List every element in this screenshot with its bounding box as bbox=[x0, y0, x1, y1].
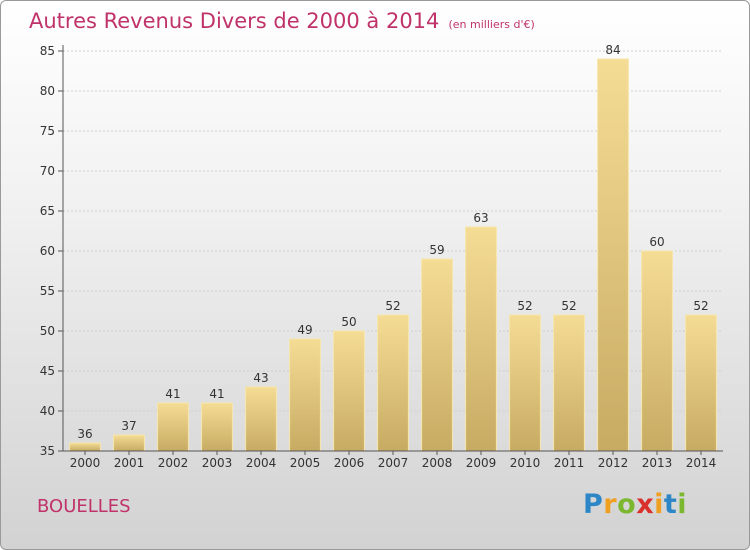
bar bbox=[157, 402, 189, 452]
y-tick-label: 70 bbox=[40, 164, 55, 178]
x-tick-label: 2002 bbox=[158, 456, 189, 470]
unit-text: (en milliers d'€) bbox=[448, 18, 535, 31]
x-tick-label: 2003 bbox=[202, 456, 233, 470]
x-tick-label: 2009 bbox=[466, 456, 497, 470]
data-label: 63 bbox=[473, 211, 488, 225]
data-label: 43 bbox=[253, 371, 268, 385]
data-label: 60 bbox=[649, 235, 664, 249]
x-tick-label: 2011 bbox=[554, 456, 585, 470]
commune-name: BOUELLES bbox=[37, 496, 131, 517]
x-tick-label: 2000 bbox=[70, 456, 101, 470]
bar bbox=[289, 338, 321, 452]
logo-letter: r bbox=[603, 489, 618, 520]
data-label: 41 bbox=[209, 387, 224, 401]
x-tick-label: 2005 bbox=[290, 456, 321, 470]
bar bbox=[377, 314, 409, 452]
x-tick-label: 2001 bbox=[114, 456, 145, 470]
y-tick-label: 55 bbox=[40, 284, 55, 298]
y-tick-label: 50 bbox=[40, 324, 55, 338]
logo-letter: o bbox=[617, 489, 637, 520]
axes: 35 40 45 50 55 60 65 70 75 80 85 2000 2001 2002 2003 20… bbox=[40, 44, 723, 470]
y-tick-label: 45 bbox=[40, 364, 55, 378]
bar bbox=[553, 314, 585, 452]
data-label: 36 bbox=[77, 427, 92, 441]
logo-letter: t bbox=[663, 489, 678, 520]
y-tick-label: 40 bbox=[40, 404, 55, 418]
y-tick-label: 85 bbox=[40, 44, 55, 58]
y-tick-label: 80 bbox=[40, 84, 55, 98]
bar bbox=[333, 330, 365, 452]
title-text: Autres Revenus Divers de 2000 à 2014 bbox=[29, 9, 440, 33]
data-label: 52 bbox=[517, 299, 532, 313]
bar bbox=[69, 442, 101, 452]
bar bbox=[509, 314, 541, 452]
x-tick-label: 2012 bbox=[598, 456, 629, 470]
data-label: 37 bbox=[121, 419, 136, 433]
x-tick-label: 2006 bbox=[334, 456, 365, 470]
y-tick-label: 75 bbox=[40, 124, 55, 138]
bar bbox=[113, 434, 145, 452]
data-label: 52 bbox=[693, 299, 708, 313]
chart-title: Autres Revenus Divers de 2000 à 2014 (en… bbox=[29, 9, 535, 33]
data-label: 52 bbox=[385, 299, 400, 313]
bar bbox=[685, 314, 717, 452]
x-tick-label: 2014 bbox=[686, 456, 717, 470]
x-tick-label: 2013 bbox=[642, 456, 673, 470]
x-tick-label: 2004 bbox=[246, 456, 277, 470]
bar bbox=[465, 226, 497, 452]
y-tick-label: 60 bbox=[40, 244, 55, 258]
logo-letter: x bbox=[636, 489, 655, 520]
y-tick-label: 35 bbox=[40, 444, 55, 458]
data-label: 84 bbox=[605, 43, 620, 57]
bar bbox=[245, 386, 277, 452]
bar bbox=[421, 258, 453, 452]
bar bbox=[641, 250, 673, 452]
logo-letter: i bbox=[677, 489, 688, 520]
data-label: 49 bbox=[297, 323, 312, 337]
bar bbox=[597, 58, 629, 452]
logo-letter: P bbox=[583, 489, 604, 520]
bar bbox=[201, 402, 233, 452]
data-label: 59 bbox=[429, 243, 444, 257]
data-label: 50 bbox=[341, 315, 356, 329]
data-label: 41 bbox=[165, 387, 180, 401]
y-tick-label: 65 bbox=[40, 204, 55, 218]
bars: 36 37 41 41 43 49 50 52 59 63 52 52 84 60 52 bbox=[69, 43, 717, 452]
proxiti-logo: Proxiti bbox=[583, 489, 687, 520]
logo-letter: i bbox=[654, 489, 664, 520]
x-tick-label: 2010 bbox=[510, 456, 541, 470]
data-label: 52 bbox=[561, 299, 576, 313]
x-tick-label: 2007 bbox=[378, 456, 409, 470]
x-tick-label: 2008 bbox=[422, 456, 453, 470]
